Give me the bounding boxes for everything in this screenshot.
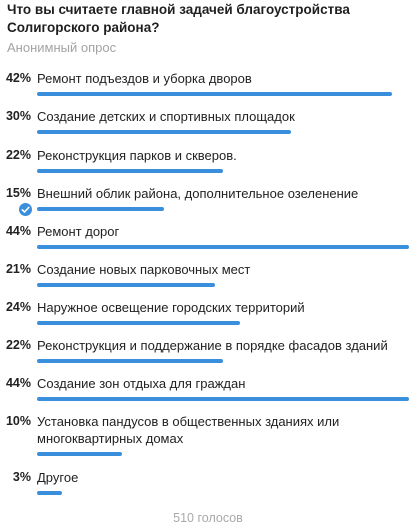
option-percent: 44%	[0, 223, 31, 240]
option-percent: 42%	[0, 70, 31, 87]
option-result-bar	[37, 92, 392, 96]
option-percent: 24%	[0, 299, 31, 316]
option-percent: 21%	[0, 261, 31, 278]
option-percent: 10%	[0, 413, 31, 430]
option-result-bar	[37, 283, 215, 287]
option-result-bar	[37, 245, 409, 249]
option-result-bar	[37, 491, 62, 495]
option-result-bar	[37, 452, 122, 456]
option-label: Ремонт дорог	[37, 223, 409, 240]
option-label: Наружное освещение городских территорий	[37, 299, 409, 316]
total-votes[interactable]: 510 голосов	[0, 510, 416, 526]
option-result-bar	[37, 321, 240, 325]
option-label: Ремонт подъездов и уборка дворов	[37, 70, 409, 87]
poll-option[interactable]: 22% Реконструкция и поддержание в порядке…	[0, 337, 416, 366]
poll-type-label: Анонимный опрос	[7, 40, 116, 56]
option-result-bar	[37, 169, 223, 173]
option-percent: 22%	[0, 147, 31, 164]
poll-option[interactable]: 21% Создание новых парковочных мест	[0, 261, 416, 290]
option-percent: 22%	[0, 337, 31, 354]
option-percent: 44%	[0, 375, 31, 392]
option-label: Создание новых парковочных мест	[37, 261, 409, 278]
option-percent: 15%	[0, 185, 31, 202]
option-result-bar	[37, 397, 409, 401]
option-percent: 30%	[0, 108, 31, 125]
option-label: Создание зон отдыха для граждан	[37, 375, 409, 392]
poll-option[interactable]: 10% Установка пандусов в общественных зда…	[0, 413, 416, 459]
poll-option[interactable]: 24% Наружное освещение городских территор…	[0, 299, 416, 328]
option-result-bar	[37, 130, 291, 134]
option-label: Другое	[37, 469, 409, 486]
poll-option[interactable]: 42% Ремонт подъездов и уборка дворов	[0, 70, 416, 99]
poll-option[interactable]: 30% Создание детских и спортивных площадо…	[0, 108, 416, 137]
option-label: Установка пандусов в общественных здания…	[37, 413, 409, 447]
option-label: Реконструкция и поддержание в порядке фа…	[37, 337, 409, 354]
option-label: Внешний облик района, дополнительное озе…	[37, 185, 409, 202]
option-result-bar	[37, 359, 223, 363]
poll-option[interactable]: 22% Реконструкция парков и скверов.	[0, 147, 416, 176]
option-label: Создание детских и спортивных площадок	[37, 108, 409, 125]
poll-option[interactable]: 44% Создание зон отдыха для граждан	[0, 375, 416, 404]
option-result-bar	[37, 207, 164, 211]
selected-check-icon	[19, 203, 32, 216]
poll-option[interactable]: 3% Другое	[0, 469, 416, 498]
poll-question: Что вы считаете главной задачей благоуст…	[7, 1, 407, 37]
option-percent: 3%	[0, 469, 31, 486]
poll-option[interactable]: 44% Ремонт дорог	[0, 223, 416, 252]
poll-option[interactable]: 15% Внешний облик района, дополнительное …	[0, 185, 416, 214]
option-label: Реконструкция парков и скверов.	[37, 147, 409, 164]
